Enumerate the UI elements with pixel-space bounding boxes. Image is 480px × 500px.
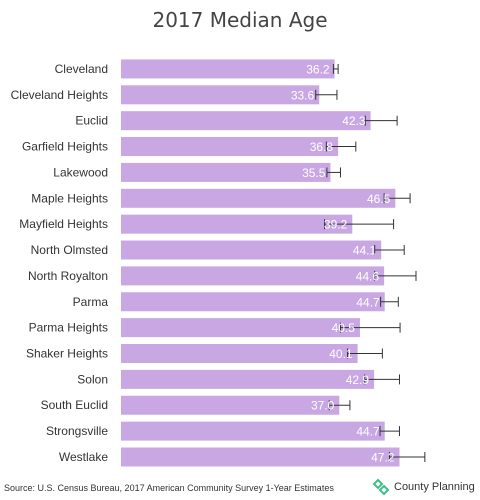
error-bar: [325, 141, 357, 152]
value-label: 47.2: [371, 450, 395, 464]
error-bar: [374, 245, 405, 256]
category-label: Maple Heights: [31, 191, 108, 205]
category-label: North Olmsted: [31, 243, 108, 257]
error-bar: [315, 89, 338, 100]
brand-name: County Planning: [394, 481, 475, 493]
brand-logo: County Planning: [372, 478, 475, 496]
bar-chart: Cleveland 36.2 Cleveland Heights 33.6 Euclid…: [11, 59, 426, 467]
bar: [121, 447, 400, 467]
value-label: 44.1: [353, 244, 377, 258]
bar: [121, 188, 396, 208]
error-bar: [326, 167, 341, 178]
bar: [121, 162, 331, 182]
county-planning-logo-icon: [372, 478, 390, 496]
error-bar: [328, 400, 351, 411]
error-bar: [388, 451, 426, 462]
category-label: Lakewood: [53, 165, 108, 179]
category-label: Solon: [77, 372, 108, 386]
bar: [121, 59, 335, 79]
value-label: 46.5: [367, 192, 391, 206]
category-label: Westlake: [59, 450, 108, 464]
category-label: Garfield Heights: [22, 140, 108, 154]
category-label: Strongsville: [46, 424, 108, 438]
bar: [121, 111, 371, 131]
value-label: 35.5: [302, 166, 326, 180]
error-bar: [374, 270, 417, 281]
value-label: 40.1: [329, 347, 353, 361]
chart-title: 2017 Median Age: [152, 8, 328, 32]
category-label: Cleveland: [55, 62, 108, 76]
value-label: 44.7: [356, 295, 380, 309]
bar: [121, 214, 353, 234]
bar: [121, 292, 385, 312]
error-bar: [383, 193, 411, 204]
category-label: Shaker Heights: [26, 347, 108, 361]
bar: [121, 137, 339, 157]
error-bar: [380, 296, 399, 307]
bar: [121, 240, 382, 260]
value-label: 40.5: [332, 321, 356, 335]
category-label: Euclid: [75, 114, 108, 128]
category-label: South Euclid: [41, 398, 108, 412]
value-label: 39.2: [324, 218, 348, 232]
error-bar: [364, 115, 398, 126]
category-label: North Royalton: [28, 269, 108, 283]
category-label: Mayfield Heights: [19, 217, 108, 231]
category-label: Cleveland Heights: [11, 88, 108, 102]
bar: [121, 421, 385, 441]
value-label: 44.6: [356, 269, 380, 283]
source-note: Source: U.S. Census Bureau, 2017 America…: [4, 483, 334, 493]
value-label: 37.0: [311, 399, 335, 413]
bar: [121, 395, 340, 415]
error-bar: [324, 219, 395, 230]
bar: [121, 85, 320, 105]
bar: [121, 369, 375, 389]
bar: [121, 318, 360, 338]
value-label: 36.2: [306, 62, 330, 76]
error-bar: [364, 374, 400, 385]
error-bar: [339, 322, 401, 333]
category-label: Parma Heights: [29, 321, 108, 335]
bar: [121, 344, 358, 364]
value-label: 33.6: [291, 88, 315, 102]
bar: [121, 266, 385, 286]
value-label: 36.8: [310, 140, 334, 154]
error-bar: [332, 63, 339, 74]
value-label: 42.3: [342, 114, 366, 128]
error-bar: [379, 426, 400, 437]
error-bar: [347, 348, 383, 359]
value-label: 44.7: [356, 425, 380, 439]
category-label: Parma: [73, 295, 109, 309]
value-label: 42.9: [346, 373, 370, 387]
